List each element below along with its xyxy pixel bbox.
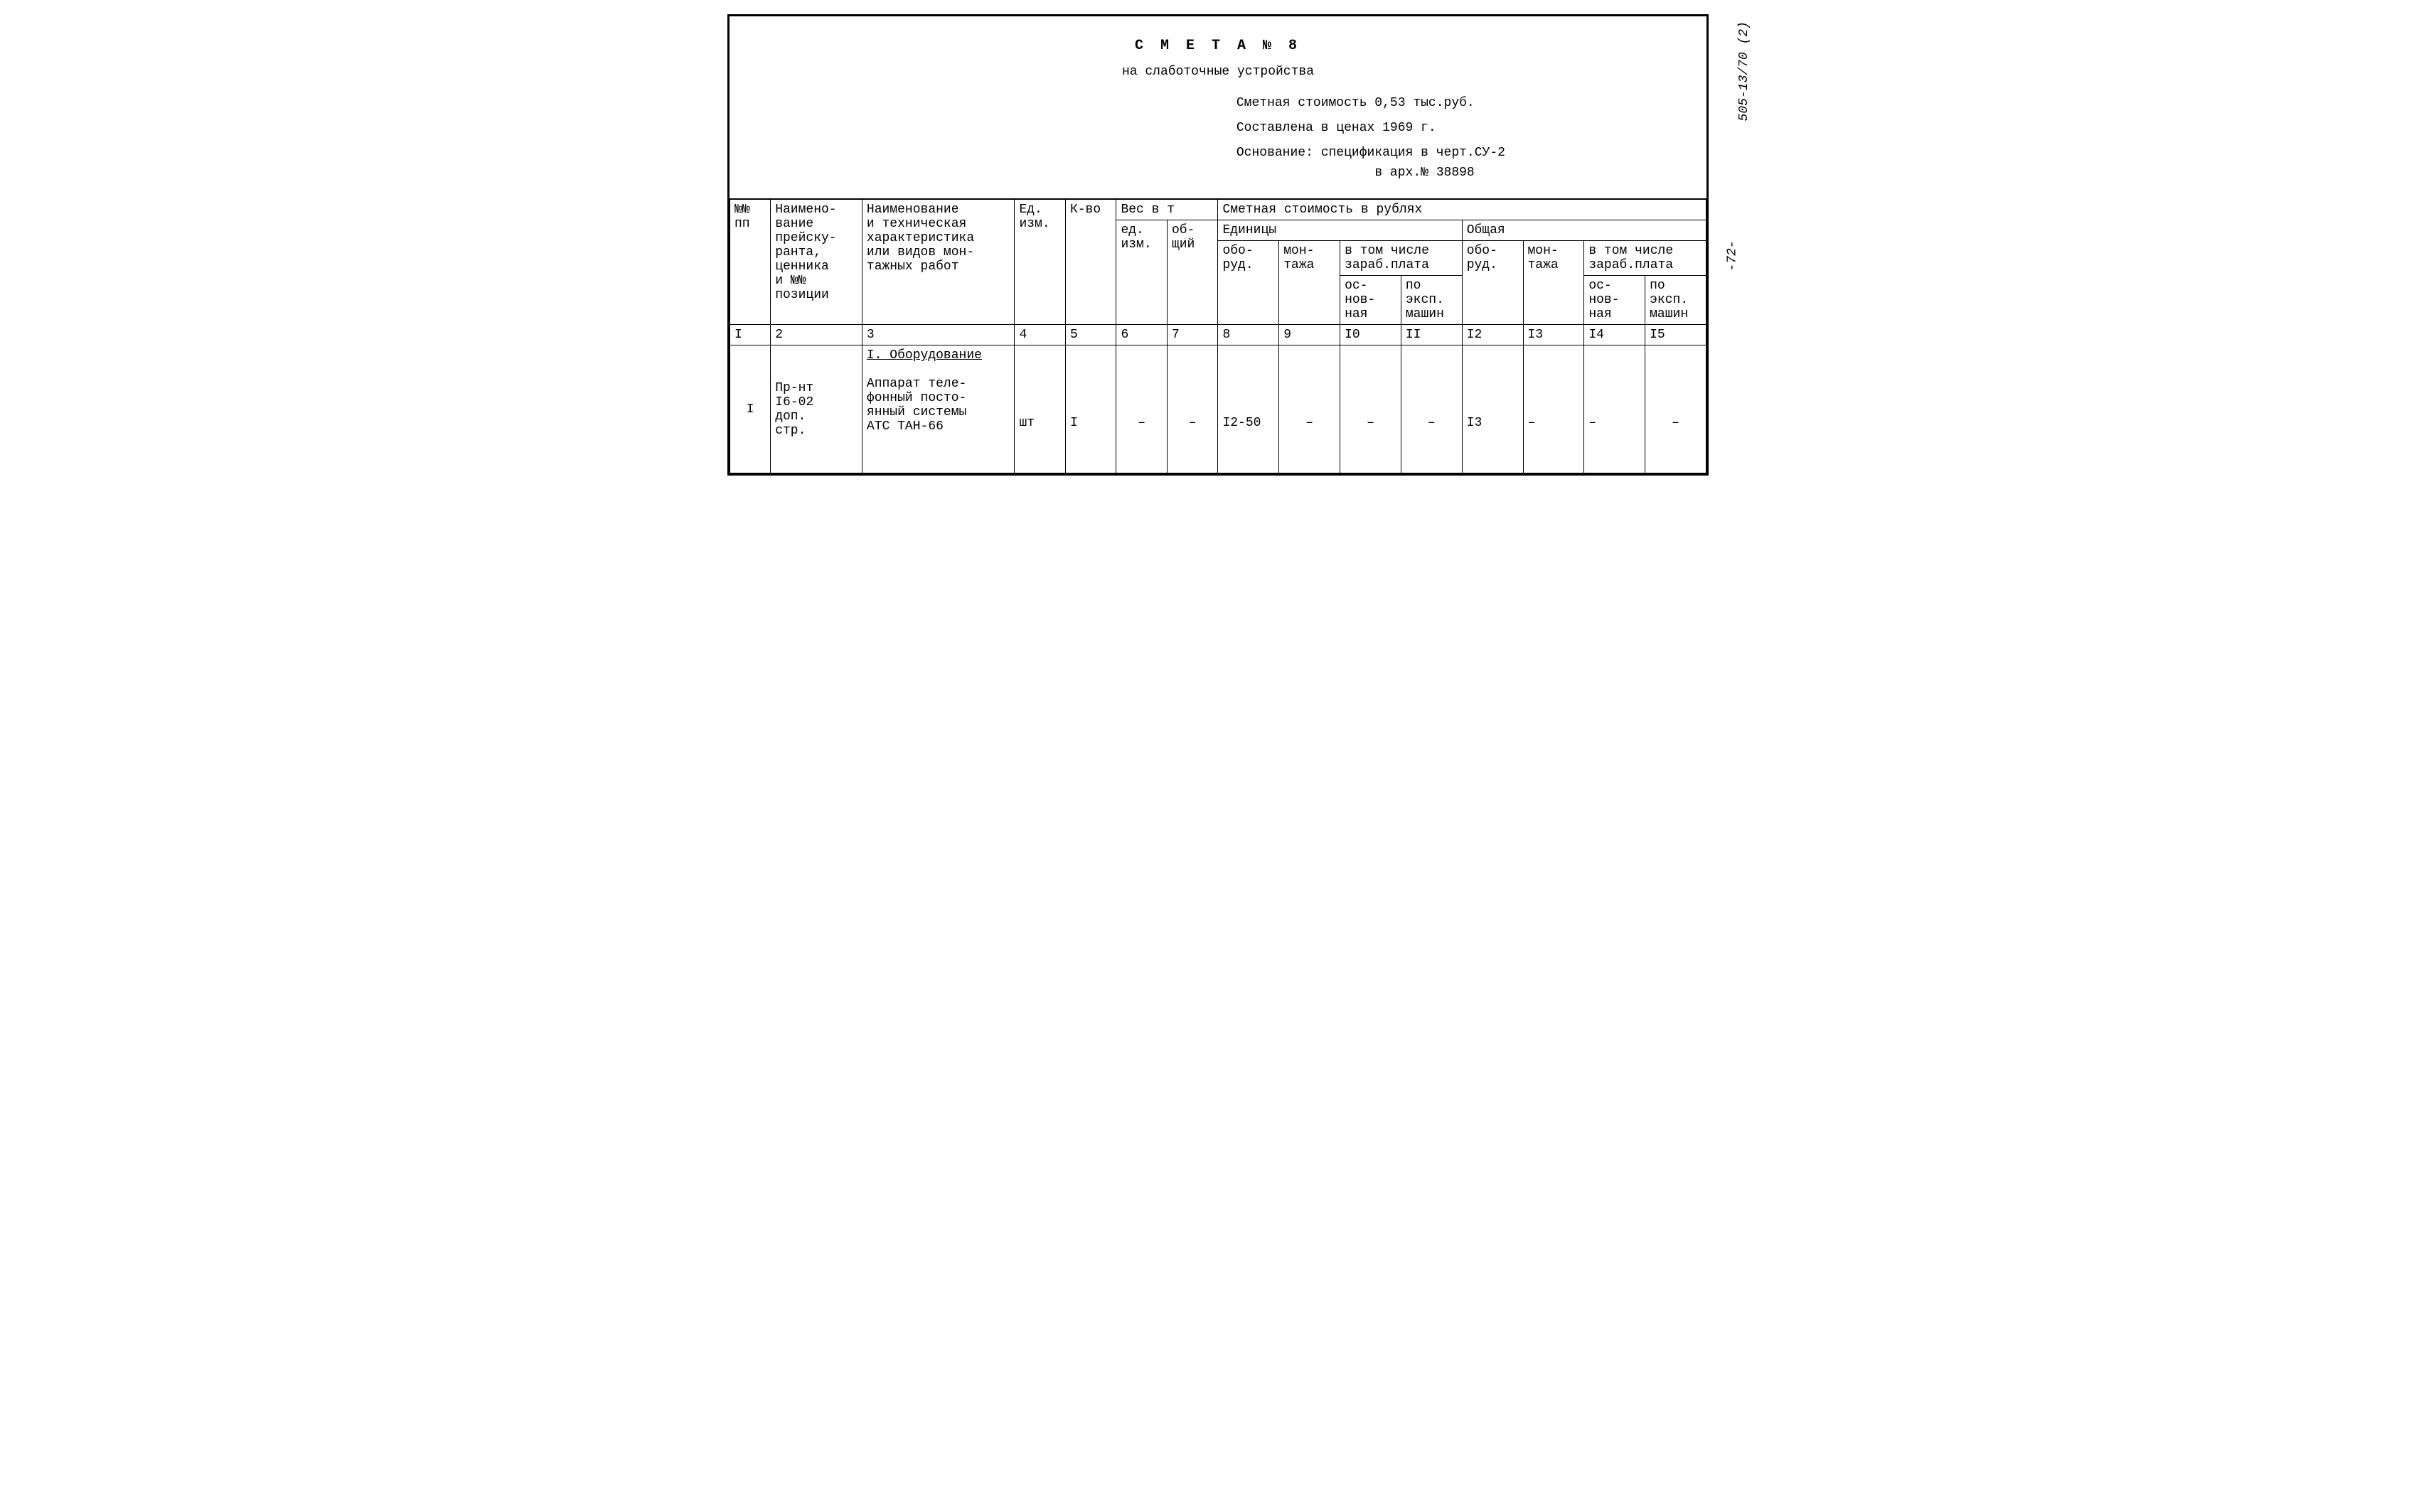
cell-pricebook: Пр-нт I6-02 доп. стр.	[771, 345, 862, 473]
colnum-5: 5	[1065, 325, 1116, 345]
cell-t-wage-main: –	[1584, 345, 1645, 473]
estimate-table: №№ пп Наимено- вание прейску- ранта, цен…	[730, 198, 1706, 473]
cell-unit: шт	[1015, 345, 1066, 473]
col-header-desc: Наименование и техническая характеристик…	[862, 199, 1015, 325]
cell-u-wage-mach: –	[1401, 345, 1462, 473]
colnum-13: I3	[1523, 325, 1584, 345]
col-header-t-wage-mach: по эксп. машин	[1645, 276, 1706, 325]
item-description: Аппарат теле- фонный посто- янный систем…	[867, 377, 1010, 434]
cell-u-mount: –	[1279, 345, 1340, 473]
colnum-15: I5	[1645, 325, 1706, 345]
colnum-9: 9	[1279, 325, 1340, 345]
margin-doc-ref: 505-13/70 (2)	[1737, 21, 1751, 121]
table-row: I Пр-нт I6-02 доп. стр. I. Оборудование …	[730, 345, 1706, 473]
column-number-row: I 2 3 4 5 6 7 8 9 I0 II I2 I3 I4 I5	[730, 325, 1706, 345]
col-header-num: №№ пп	[730, 199, 771, 325]
cell-qty: I	[1065, 345, 1116, 473]
col-header-qty: К-во	[1065, 199, 1116, 325]
col-header-unit: Ед. изм.	[1015, 199, 1066, 325]
colnum-12: I2	[1462, 325, 1523, 345]
col-header-pricebook: Наимено- вание прейску- ранта, ценника и…	[771, 199, 862, 325]
colnum-2: 2	[771, 325, 862, 345]
cell-t-mount: –	[1523, 345, 1584, 473]
doc-subtitle: на слаботочные устройства	[758, 65, 1678, 79]
colnum-6: 6	[1116, 325, 1168, 345]
table-head: №№ пп Наимено- вание прейску- ранта, цен…	[730, 199, 1706, 345]
section-heading: I. Оборудование	[867, 348, 1010, 363]
colnum-7: 7	[1167, 325, 1218, 345]
col-group-weight: Вес в т	[1116, 199, 1218, 220]
basis-text1: спецификация в черт.СУ-2	[1321, 146, 1505, 160]
doc-title: С М Е Т А № 8	[758, 38, 1678, 54]
meta-lines: Сметная стоимость 0,53 тыс.руб. Составле…	[1236, 93, 1678, 183]
basis-label: Основание:	[1236, 146, 1313, 160]
cell-desc: I. Оборудование Аппарат теле- фонный пос…	[862, 345, 1015, 473]
header-block: С М Е Т А № 8 на слаботочные устройства …	[730, 16, 1706, 198]
col-group-cost: Сметная стоимость в рублях	[1218, 199, 1706, 220]
cell-u-wage-main: –	[1340, 345, 1401, 473]
col-header-u-wage-main: ос- нов- ная	[1340, 276, 1401, 325]
cell-w-total: –	[1167, 345, 1218, 473]
col-header-u-equip: обо- руд.	[1218, 241, 1279, 325]
colnum-1: I	[730, 325, 771, 345]
colnum-8: 8	[1218, 325, 1279, 345]
cell-t-equip: I3	[1462, 345, 1523, 473]
col-subgroup-u-wage: в том числе зараб.плата	[1340, 241, 1463, 276]
col-header-t-equip: обо- руд.	[1462, 241, 1523, 325]
cell-u-equip: I2-50	[1218, 345, 1279, 473]
col-header-u-wage-mach: по эксп. машин	[1401, 276, 1462, 325]
basis-line: Основание: спецификация в черт.СУ-2 в ар…	[1236, 143, 1678, 184]
cell-t-wage-mach: –	[1645, 345, 1706, 473]
col-group-total-cost: Общая	[1462, 220, 1706, 241]
colnum-3: 3	[862, 325, 1015, 345]
col-group-unit-cost: Единицы	[1218, 220, 1462, 241]
col-header-w-total: об- щий	[1167, 220, 1218, 325]
colnum-11: II	[1401, 325, 1462, 345]
basis-text2: в арх.№ 38898	[1374, 166, 1474, 180]
cell-num: I	[730, 345, 771, 473]
price-year-line: Составлена в ценах 1969 г.	[1236, 118, 1678, 139]
col-header-t-wage-main: ос- нов- ная	[1584, 276, 1645, 325]
col-header-w-unit: ед. изм.	[1116, 220, 1168, 325]
cell-w-unit: –	[1116, 345, 1168, 473]
margin-page-number: -72-	[1725, 240, 1739, 271]
document-frame: С М Е Т А № 8 на слаботочные устройства …	[727, 14, 1709, 476]
colnum-10: I0	[1340, 325, 1401, 345]
col-header-t-mount: мон- тажа	[1523, 241, 1584, 325]
colnum-4: 4	[1015, 325, 1066, 345]
col-subgroup-t-wage: в том числе зараб.плата	[1584, 241, 1706, 276]
col-header-u-mount: мон- тажа	[1279, 241, 1340, 325]
colnum-14: I4	[1584, 325, 1645, 345]
cost-line: Сметная стоимость 0,53 тыс.руб.	[1236, 93, 1678, 114]
